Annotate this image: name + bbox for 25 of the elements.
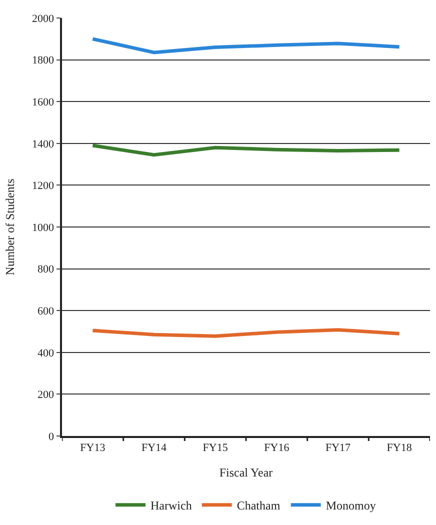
- line-series: [90, 144, 402, 157]
- y-axis-title: Number of Students: [2, 178, 17, 276]
- x-tick-label: FY13: [80, 442, 106, 454]
- y-tick-label: 2000: [32, 12, 55, 25]
- x-tick-label: FY16: [264, 442, 290, 454]
- legend-label: Monomoy: [326, 498, 376, 513]
- y-tick-label: 1400: [32, 138, 55, 150]
- x-tick-label: FY17: [325, 442, 352, 454]
- y-tick-label: 200: [38, 389, 55, 402]
- x-tick-label: FY14: [141, 442, 168, 454]
- y-tick-label: 0: [48, 430, 55, 443]
- y-tick-label: 600: [38, 305, 55, 318]
- y-tick-label: 1000: [32, 222, 55, 234]
- x-tick-label: FY18: [386, 442, 412, 454]
- legend-label: Harwich: [150, 498, 192, 513]
- y-tick-label: 1600: [32, 96, 55, 108]
- y-tick-label: 800: [38, 264, 55, 276]
- y-tick-label: 1200: [32, 180, 55, 192]
- y-tick-label: 1800: [32, 54, 55, 67]
- y-tick-label: 400: [38, 347, 55, 360]
- x-axis-title: Fiscal Year: [219, 465, 273, 480]
- line-series: [90, 328, 402, 338]
- line-series: [90, 37, 402, 54]
- x-tick-label: FY15: [202, 442, 228, 454]
- legend-label: Chatham: [236, 498, 281, 513]
